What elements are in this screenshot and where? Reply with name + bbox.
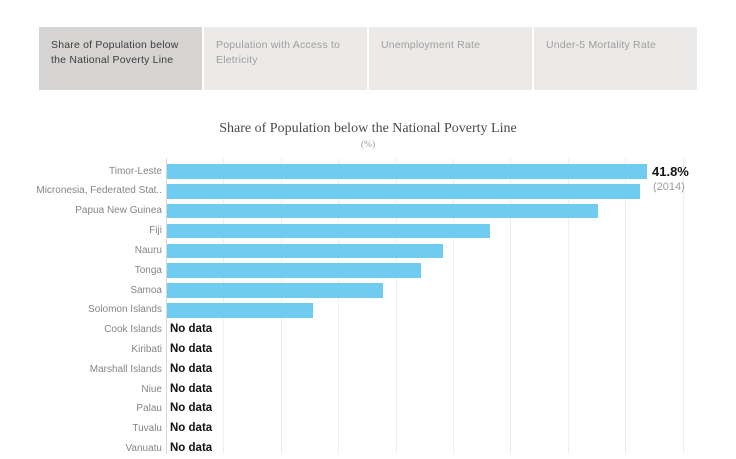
- tab-electricity-access[interactable]: Population with Access to Eletricity: [204, 27, 367, 90]
- category-label: Kiribati: [131, 343, 162, 355]
- category-label: Cook Islands: [104, 324, 162, 336]
- no-data-label: No data: [170, 422, 213, 435]
- no-data-label: No data: [170, 342, 213, 355]
- chart-row: Palau No data: [0, 399, 736, 419]
- category-label: Timor-Leste: [109, 165, 162, 177]
- no-data-label: No data: [170, 382, 213, 395]
- category-label: Samoa: [130, 284, 162, 296]
- chart-row: Tuvalu No data: [0, 419, 736, 439]
- chart-row: Tonga: [0, 261, 736, 281]
- category-label: Solomon Islands: [88, 304, 162, 316]
- tab-label: Under-5 Mortality Rate: [546, 39, 657, 51]
- no-data-label: No data: [170, 323, 213, 336]
- chart-row: Vanuatu No data: [0, 439, 736, 459]
- chart-row: Marshall Islands No data: [0, 360, 736, 380]
- tab-label: Population with Access to Eletricity: [216, 39, 341, 67]
- chart-row: Cook Islands No data: [0, 320, 736, 340]
- tab-label: Unemployment Rate: [381, 39, 481, 51]
- chart-subtitle: (%): [360, 140, 376, 150]
- category-label: Micronesia, Federated Stat..: [36, 185, 162, 197]
- y-axis-line: [166, 158, 167, 454]
- gridline: [682, 158, 684, 454]
- no-data-label: No data: [170, 442, 213, 455]
- chart-row: Micronesia, Federated Stat..: [0, 181, 736, 201]
- tab-label: Share of Population below the National P…: [51, 39, 179, 67]
- tab-unemployment-rate[interactable]: Unemployment Rate: [369, 27, 532, 90]
- no-data-label: No data: [170, 362, 213, 375]
- chart-row: Solomon Islands: [0, 300, 736, 320]
- bar-year-label: (2014): [653, 181, 685, 193]
- gridline: [395, 158, 397, 454]
- category-label: Papua New Guinea: [75, 205, 162, 217]
- bar[interactable]: [167, 303, 313, 318]
- category-label: Nauru: [134, 244, 162, 256]
- chart-row: Kiribati No data: [0, 340, 736, 360]
- bar[interactable]: [167, 223, 490, 239]
- bar[interactable]: [167, 263, 421, 278]
- gridline: [338, 158, 340, 454]
- category-label: Fiji: [149, 225, 162, 237]
- no-data-label: No data: [170, 402, 213, 415]
- gridline: [453, 158, 455, 454]
- bar[interactable]: [167, 283, 383, 298]
- category-label: Tuvalu: [132, 423, 162, 435]
- gridline: [625, 158, 627, 454]
- gridline: [510, 158, 512, 454]
- category-label: Tonga: [134, 264, 162, 276]
- bar-value-label: 41.8%: [652, 164, 689, 179]
- bar-chart-plot-area: Timor-Leste Micronesia, Federated Stat.. P…: [0, 158, 736, 454]
- bar[interactable]: [167, 184, 641, 199]
- bar[interactable]: [167, 164, 647, 179]
- chart-row: Papua New Guinea: [0, 201, 736, 221]
- story-tab-bar: Share of Population below the National P…: [39, 27, 699, 90]
- category-label: Niue: [141, 383, 162, 395]
- tab-under5-mortality[interactable]: Under-5 Mortality Rate: [534, 27, 697, 90]
- category-label: Marshall Islands: [89, 363, 162, 375]
- category-label: Palau: [136, 403, 162, 415]
- chart-row: Fiji: [0, 221, 736, 241]
- bar[interactable]: [167, 243, 443, 259]
- chart-row: Niue No data: [0, 380, 736, 400]
- gridline: [567, 158, 569, 454]
- category-label: Vanuatu: [125, 443, 162, 455]
- bar[interactable]: [167, 203, 598, 219]
- chart-title: Share of Population below the National P…: [219, 121, 517, 136]
- chart-row: Nauru: [0, 241, 736, 261]
- chart-row: Timor-Leste: [0, 162, 736, 182]
- tab-poverty-line[interactable]: Share of Population below the National P…: [39, 27, 202, 90]
- chart-row: Samoa: [0, 281, 736, 301]
